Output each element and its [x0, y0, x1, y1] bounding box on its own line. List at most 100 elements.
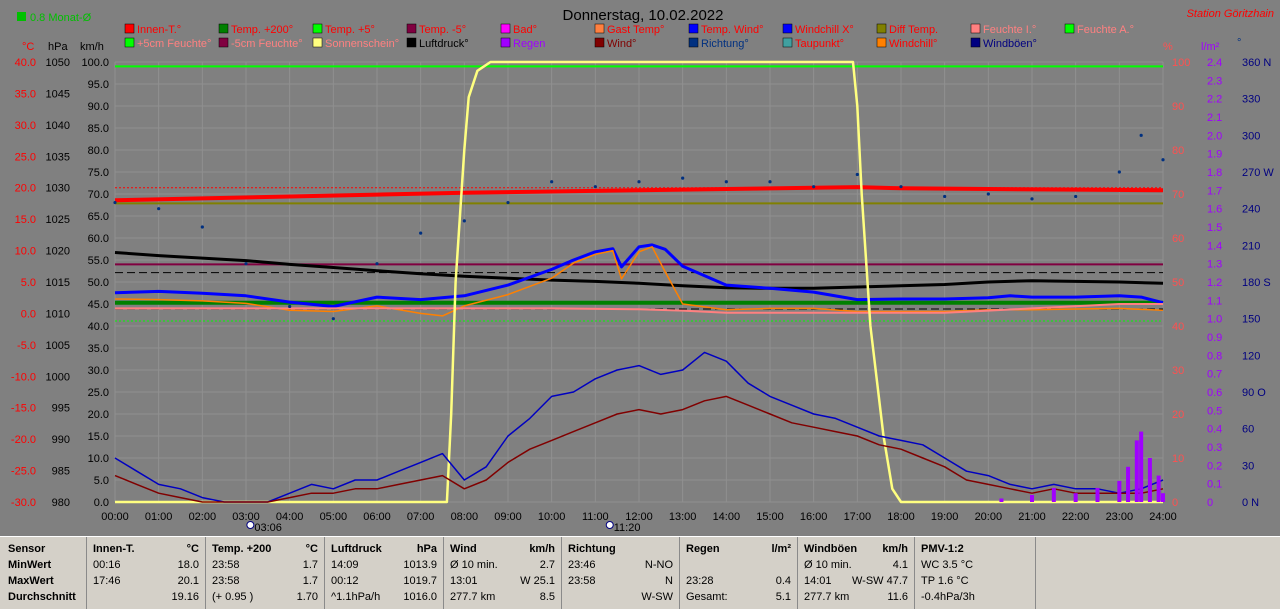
sun-marker-icon: [246, 521, 255, 529]
stats-column: Regen l/m² 23:28 0.4 Gesamt: 5.1: [680, 537, 798, 609]
x-axis-tick: 18:00: [887, 511, 915, 523]
temp-axis-tick: 40.0: [15, 57, 36, 69]
rain-bar: [999, 498, 1004, 502]
legend-label: Temp. Wind°: [701, 24, 763, 36]
stats-column: Luftdruck hPa 14:09 1013.9 00:12 1019.7 ^1.1hP…: [325, 537, 444, 609]
stats-column-title: Luftdruck: [331, 543, 382, 555]
rain-axis-tick: 1.1: [1207, 295, 1222, 307]
x-axis-tick: 13:00: [669, 511, 697, 523]
x-axis-tick: 22:00: [1062, 511, 1090, 523]
pressure-axis-tick: 995: [52, 403, 70, 415]
stats-cell-left: 13:01: [450, 575, 478, 587]
stats-column-title: PMV-1:2: [921, 543, 964, 555]
rain-axis-tick: 0.1: [1207, 479, 1222, 491]
legend-label: Feuchte A.°: [1077, 24, 1134, 36]
direction-axis-tick: 30: [1242, 460, 1254, 472]
stats-cell-value: 1013.9: [403, 559, 437, 571]
legend-swatch: [500, 23, 511, 34]
rain-axis-tick: 1.0: [1207, 314, 1222, 326]
stats-cell-left: 277.7 km: [804, 591, 850, 603]
speed-axis-tick: 25.0: [88, 387, 109, 399]
stats-cell-value: W-SW: [641, 591, 673, 603]
rain-bar: [1073, 493, 1078, 502]
rain-axis-tick: 2.0: [1207, 130, 1222, 142]
stats-cell-left: 23:46: [568, 559, 596, 571]
humidity-axis-tick: 20: [1172, 409, 1184, 421]
legend-swatch: [124, 37, 135, 48]
speed-axis-tick: 5.0: [94, 475, 109, 487]
stats-cell-value: 1.70: [296, 591, 318, 603]
x-axis-tick: 06:00: [363, 511, 391, 523]
stats-column-title: Innen-T.: [93, 543, 135, 555]
humidity-axis-tick: 60: [1172, 233, 1184, 245]
stats-cell-left: 23:28: [686, 575, 714, 587]
direction-axis-tick: 0 N: [1242, 497, 1259, 509]
direction-point: [943, 194, 947, 199]
rain-axis-tick: 1.8: [1207, 167, 1222, 179]
x-axis-tick: 15:00: [756, 511, 784, 523]
rain-axis-tick: 0.5: [1207, 405, 1222, 417]
x-axis-tick: 10:00: [538, 511, 566, 523]
speed-axis-tick: 90.0: [88, 101, 109, 113]
temp-axis-tick: 20.0: [15, 183, 36, 195]
series-wind: [114, 395, 1164, 503]
pressure-axis-tick: 1030: [46, 183, 70, 195]
rain-bar: [1126, 466, 1131, 502]
direction-point: [724, 180, 728, 184]
stats-cell-left: 00:12: [331, 575, 359, 587]
legend-swatch: [876, 37, 887, 48]
stats-cell-value: 1016.0: [403, 591, 437, 603]
stats-row-label: Sensor: [8, 543, 46, 555]
direction-axis-tick: 240: [1242, 204, 1260, 216]
legend-label: Innen-T.°: [137, 24, 181, 36]
statistics-panel: Sensor MinWert MaxWert Durchschnitt Inne…: [0, 536, 1280, 609]
sun-marker-icon: [605, 521, 614, 529]
stats-column: PMV-1:2 WC 3.5 °C TP 1.6 °C -0.4hPa/3h: [915, 537, 1036, 609]
legend-label: Diff Temp.: [889, 24, 938, 36]
stats-column-title: Wind: [450, 543, 477, 555]
direction-axis-tick: 60: [1242, 424, 1254, 436]
x-axis-tick: 07:00: [407, 511, 435, 523]
legend-label: Bad°: [513, 24, 537, 36]
rain-bar: [1134, 440, 1139, 502]
legend-swatch: [124, 23, 135, 34]
stats-column-unit: km/h: [882, 543, 908, 555]
stats-column: Richtung 23:46 N-NO 23:58 N W-SW: [562, 537, 680, 609]
stats-row-label: MinWert: [8, 559, 52, 571]
stats-column-unit: km/h: [529, 543, 555, 555]
rain-bar: [1051, 487, 1056, 502]
direction-axis-tick: 180 S: [1242, 277, 1271, 289]
legend-swatch: [406, 23, 417, 34]
stats-row-labels: Sensor MinWert MaxWert Durchschnitt: [0, 537, 87, 609]
pressure-axis-tick: 1015: [46, 277, 70, 289]
direction-point: [1139, 133, 1143, 137]
pressure-axis-tick: 1025: [46, 214, 70, 226]
legend-label: Windchill°: [889, 38, 937, 50]
stats-row-label: MaxWert: [8, 575, 54, 587]
legend-swatch: [970, 37, 981, 48]
stats-cell-value: 11.6: [887, 591, 908, 603]
speed-axis-tick: 15.0: [88, 431, 109, 443]
legend-label: Gast Temp°: [607, 24, 664, 36]
unit-pct: %: [1163, 41, 1173, 53]
rain-axis-tick: 2.2: [1207, 94, 1222, 106]
direction-point: [637, 180, 641, 184]
speed-axis-tick: 30.0: [88, 365, 109, 377]
legend-swatch: [218, 37, 229, 48]
legend-label: Wind°: [607, 38, 636, 50]
stats-cell-left: 00:16: [93, 559, 121, 571]
rain-axis-tick: 0: [1207, 497, 1213, 509]
legend-label: +5cm Feuchte°: [137, 38, 211, 50]
pressure-axis-tick: 1010: [46, 308, 70, 320]
rain-bar: [1139, 431, 1144, 502]
temp-axis-tick: 5.0: [21, 277, 36, 289]
direction-point: [550, 180, 554, 184]
stats-cell-value: 19.16: [171, 591, 199, 603]
temp-axis-tick: -30.0: [11, 497, 36, 509]
series-windb-en: [114, 351, 1164, 503]
direction-point: [331, 317, 335, 321]
x-axis-tick: 24:00: [1149, 511, 1177, 523]
direction-point: [1161, 158, 1165, 162]
direction-point: [288, 304, 292, 309]
speed-axis-tick: 0.0: [94, 497, 109, 509]
